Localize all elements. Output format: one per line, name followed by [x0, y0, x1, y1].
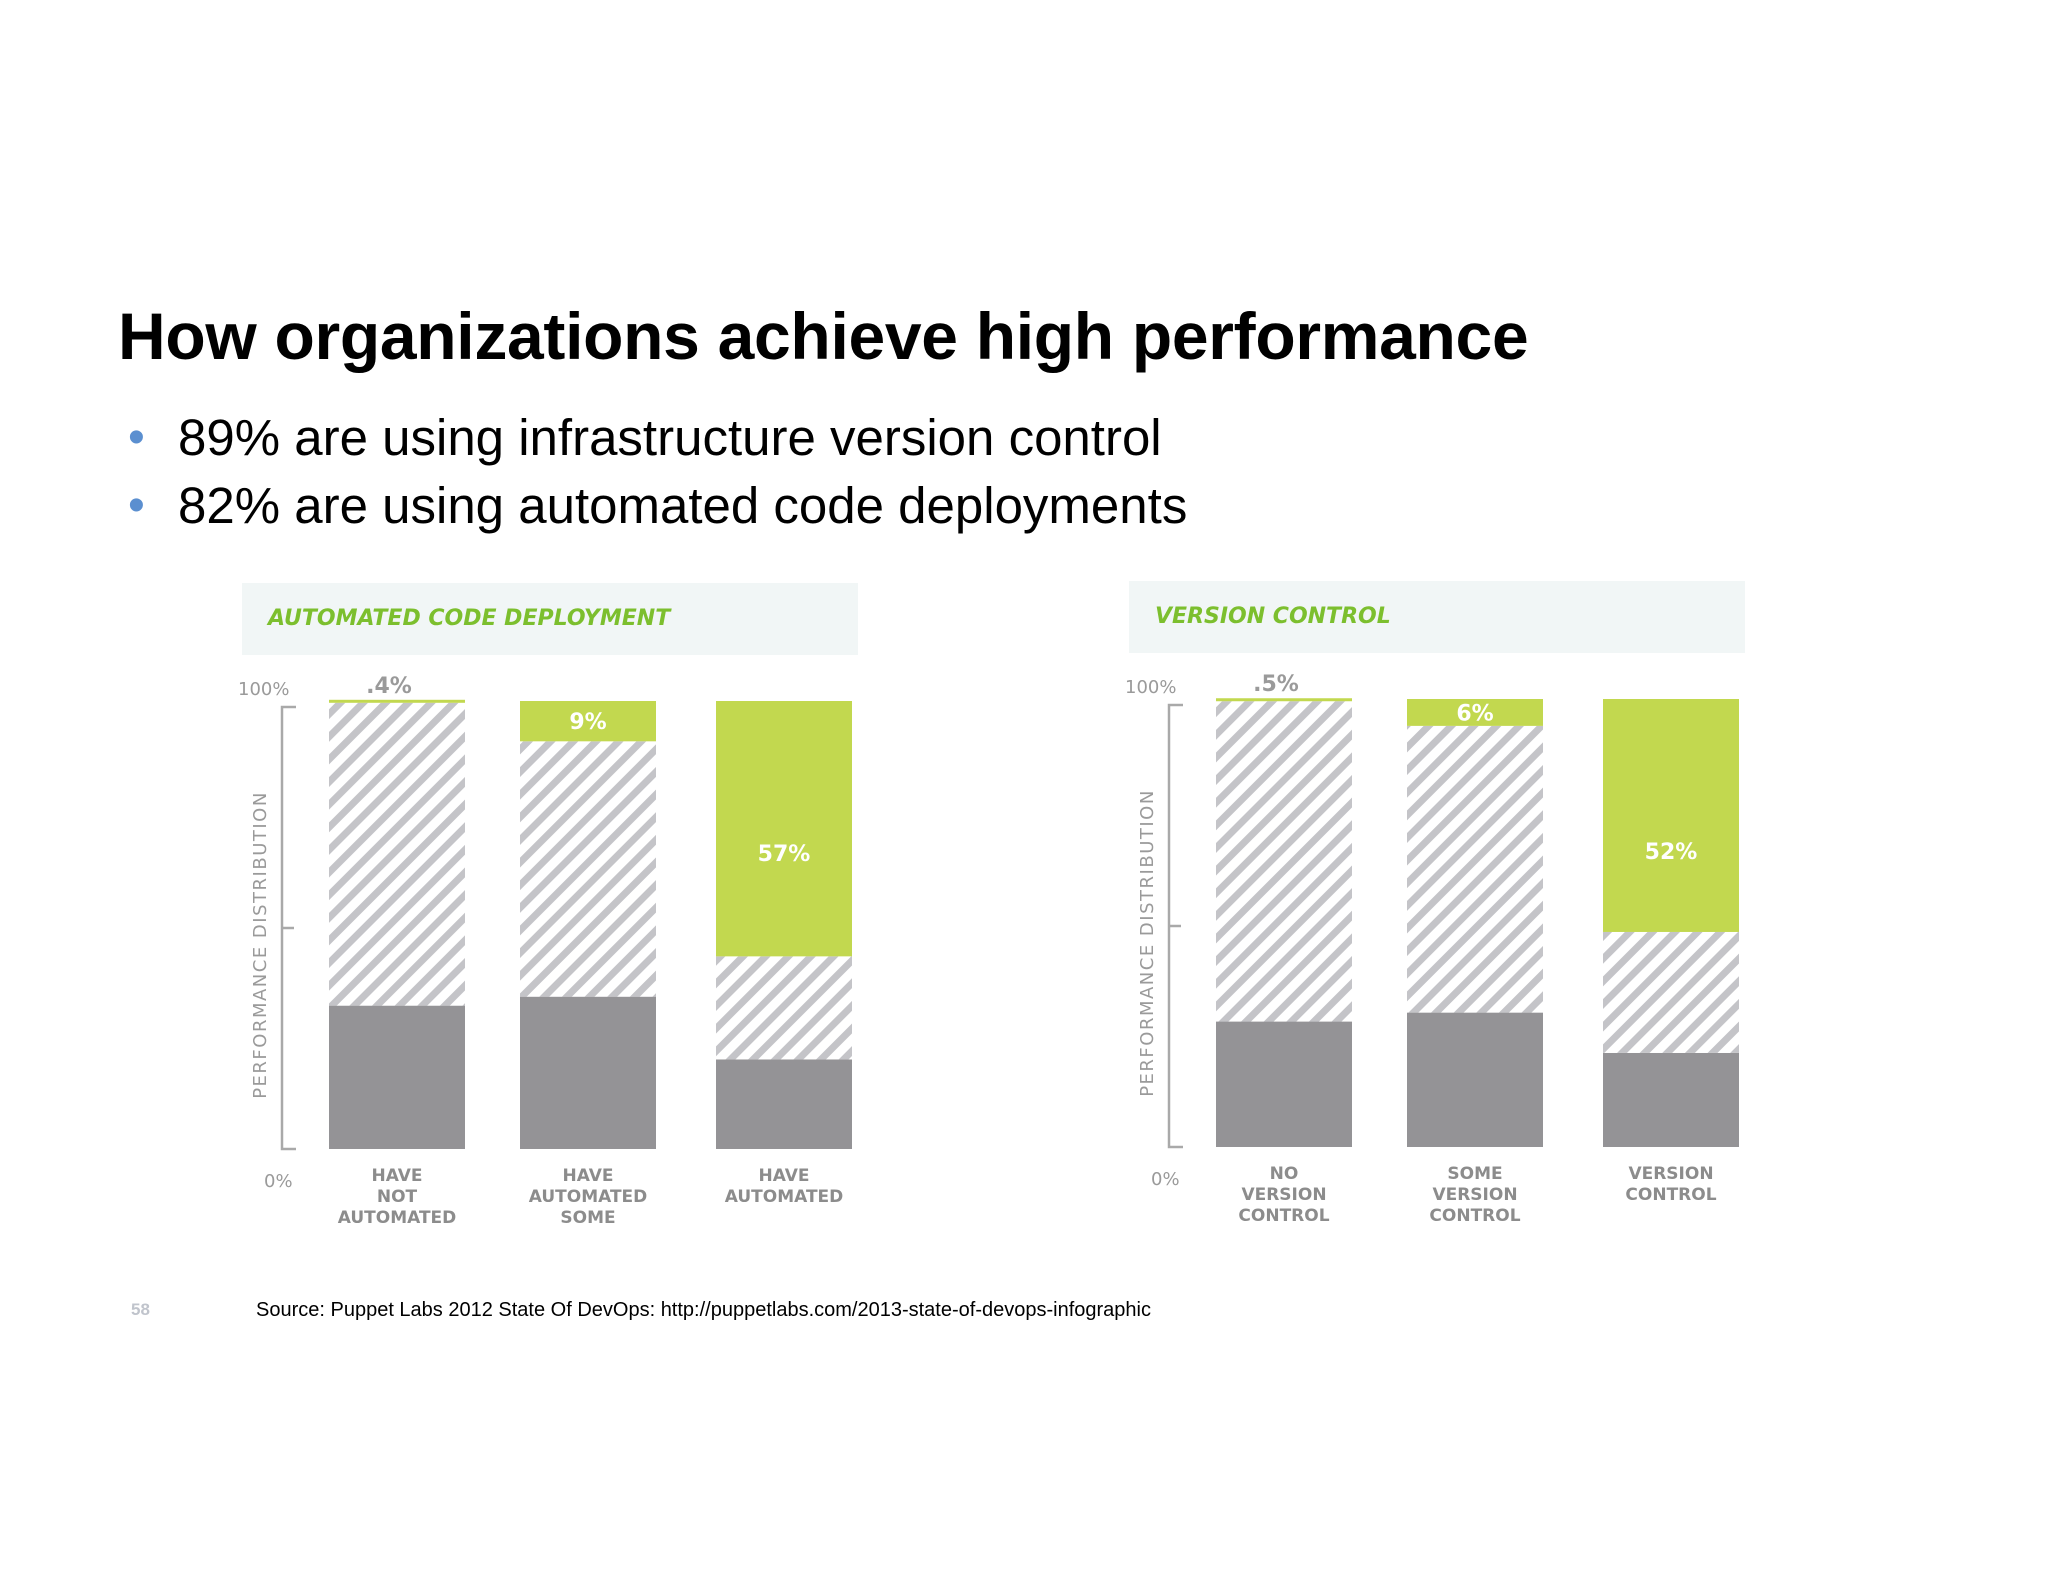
page-number: 58: [131, 1300, 150, 1319]
y-axis-label: PERFORMANCE DISTRIBUTION: [250, 791, 271, 1099]
bar-medium-segment: [1603, 931, 1739, 1053]
bar-medium-segment: [1216, 701, 1352, 1022]
y-axis-top-label: 100%: [238, 679, 289, 700]
bar-low-segment: [716, 1059, 852, 1149]
bullet-text: 89% are using infrastructure version con…: [178, 409, 1162, 466]
bar-value-label: 57%: [758, 842, 811, 867]
bar-value-label: 52%: [1645, 840, 1698, 865]
bar-value-label: 6%: [1456, 701, 1493, 726]
chart-header-band: [1129, 581, 1745, 653]
bar-medium-segment: [716, 956, 852, 1060]
slide-title: How organizations achieve high performan…: [118, 299, 1529, 373]
source-citation: Source: Puppet Labs 2012 State Of DevOps…: [256, 1299, 1151, 1321]
bar-value-label: 9%: [569, 710, 606, 735]
bullet-item: • 82% are using automated code deploymen…: [128, 472, 1187, 540]
y-axis-top-label: 100%: [1125, 677, 1176, 698]
chart-svg: VERSION CONTROL 100% 0% PERFORMANCE DISTRIB…: [1125, 581, 1745, 1226]
category-label: VERSION CONTROL: [1625, 1164, 1716, 1205]
bar-high-segment: [520, 701, 656, 742]
bar-low-segment: [520, 996, 656, 1149]
version-control-chart: VERSION CONTROL 100% 0% PERFORMANCE DISTRIB…: [1125, 572, 1757, 1252]
bar-low-segment: [1216, 1021, 1352, 1147]
bullet-dot-icon: •: [128, 411, 145, 464]
bar-low-segment: [1603, 1052, 1739, 1147]
y-axis-bottom-label: 0%: [264, 1171, 293, 1192]
chart-title: AUTOMATED CODE DEPLOYMENT: [266, 606, 672, 631]
bar-high-segment: [1407, 699, 1543, 726]
category-label: HAVE AUTOMATED: [725, 1166, 844, 1207]
bar-low-segment: [1407, 1012, 1543, 1147]
category-label: HAVE NOT AUTOMATED: [338, 1166, 457, 1228]
category-label: HAVE AUTOMATED SOME: [529, 1166, 648, 1228]
y-axis-bottom-label: 0%: [1151, 1169, 1180, 1190]
bar-medium-segment: [520, 741, 656, 997]
chart-svg: AUTOMATED CODE DEPLOYMENT 100% 0% PERFORMAN…: [238, 583, 858, 1228]
bullet-text: 82% are using automated code deployments: [178, 477, 1188, 534]
bar-medium-segment: [1407, 725, 1543, 1013]
category-label: NO VERSION CONTROL: [1238, 1164, 1329, 1226]
bar-medium-segment: [329, 702, 465, 1006]
bullet-dot-icon: •: [128, 479, 145, 532]
bullet-item: • 89% are using infrastructure version c…: [128, 404, 1187, 472]
automated-code-deployment-chart: AUTOMATED CODE DEPLOYMENT 100% 0% PERFORMAN…: [238, 574, 870, 1254]
bullet-list: • 89% are using infrastructure version c…: [128, 404, 1187, 540]
bar-low-segment: [329, 1005, 465, 1149]
bar-high-segment: [1216, 698, 1352, 702]
bar-high-segment: [716, 701, 852, 957]
bar-high-segment: [329, 699, 465, 703]
category-label: SOME VERSION CONTROL: [1429, 1164, 1520, 1226]
chart-header-band: [242, 583, 858, 655]
bar-value-label: .4%: [366, 674, 412, 699]
y-axis-label: PERFORMANCE DISTRIBUTION: [1137, 789, 1158, 1097]
chart-title: VERSION CONTROL: [1155, 604, 1391, 629]
bar-value-label: .5%: [1253, 672, 1299, 697]
bar-high-segment: [1603, 699, 1739, 932]
